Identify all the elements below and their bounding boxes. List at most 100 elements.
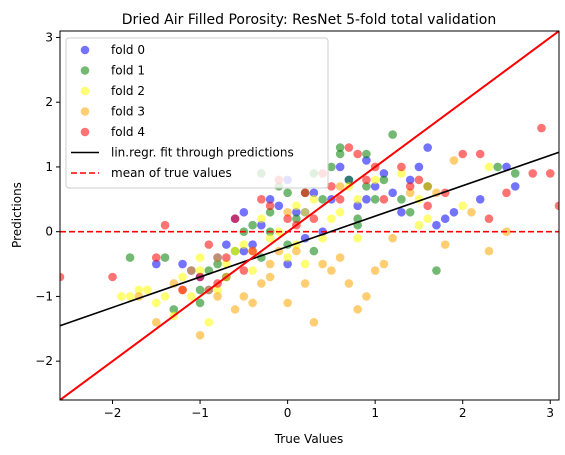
fold-4-point <box>475 149 485 159</box>
fold-3-point <box>257 279 266 288</box>
fold-4-point <box>458 149 468 159</box>
fold-2-point <box>397 169 406 178</box>
fold-1-point <box>432 266 441 275</box>
fold-1-point <box>370 195 380 204</box>
legend-marker-fold-1 <box>80 66 90 75</box>
fold-2-point <box>484 162 494 172</box>
y-axis: −2 −1 0 1 2 3 <box>35 30 60 368</box>
x-tick-label: 3 <box>546 406 554 420</box>
fold-3-point <box>213 292 222 301</box>
fold-3-point <box>283 298 292 308</box>
fold-3-point <box>484 246 494 256</box>
y-tick-label: 1 <box>45 160 53 174</box>
x-tick-label: 2 <box>459 406 467 420</box>
plot-frame <box>59 30 560 401</box>
legend-marker-fold-3 <box>80 107 90 116</box>
fold-4-point <box>108 272 117 282</box>
fold-4-point <box>423 201 432 211</box>
fold-4-point <box>414 175 424 185</box>
fold-4-point <box>528 169 538 178</box>
fold-1-point <box>248 220 257 230</box>
fold-2-point <box>300 207 310 217</box>
fold-2-point <box>116 292 126 301</box>
fold-0-point <box>239 207 249 217</box>
fold-1-point <box>335 149 345 159</box>
chart-title: Dried Air Filled Porosity: ResNet 5-fold… <box>122 12 496 28</box>
fold-2-point <box>151 298 161 308</box>
fold-0-point <box>440 214 450 224</box>
fold-3-point <box>292 246 301 256</box>
fold-0-point <box>432 220 441 230</box>
fold-4-point <box>554 201 559 211</box>
fold-3-point <box>449 156 459 165</box>
x-tick-label: −2 <box>104 406 122 420</box>
fold-4-point <box>537 123 546 133</box>
fold-4-point <box>204 240 214 249</box>
fold-4-point <box>353 149 362 159</box>
fold-3-point <box>248 298 257 308</box>
fold-1-point <box>362 149 371 159</box>
fold-3-point <box>335 182 345 191</box>
fold-3-point <box>300 279 310 288</box>
fold-3-point <box>405 188 415 198</box>
fold-4-point <box>327 182 336 191</box>
fold-1-point <box>379 175 389 185</box>
fold-3-point <box>187 266 196 275</box>
fold-2-point <box>353 233 362 243</box>
legend-label-fold-0: fold 0 <box>111 43 145 57</box>
fold-2-point <box>335 207 345 217</box>
fold-0-point <box>283 259 292 269</box>
legend-label-fold-2: fold 2 <box>111 84 145 98</box>
fold-3-point <box>353 305 362 314</box>
legend-label-fold-3: fold 3 <box>111 105 145 119</box>
fold-0-point <box>388 188 397 198</box>
fold-3-point <box>283 207 292 217</box>
y-tick-label: 0 <box>45 225 53 239</box>
fold-0-point <box>362 195 371 204</box>
fold-2-point <box>318 233 327 243</box>
legend: fold 0 fold 1 fold 2 fold 3 fold 4 lin.regr. … <box>65 37 329 189</box>
fold-2-point <box>230 246 240 256</box>
x-tick-label: 1 <box>371 406 379 420</box>
fold-3-point <box>318 259 327 269</box>
fold-0-point <box>510 182 520 191</box>
fold-3-point <box>265 259 275 269</box>
fold-4-point <box>484 214 494 224</box>
legend-marker-fold-0 <box>80 45 90 55</box>
x-tick-label: −1 <box>191 406 209 420</box>
fold-4-point <box>309 214 319 224</box>
fold-4-point <box>379 195 389 204</box>
y-tick-label: 3 <box>45 30 53 44</box>
fold-4-point <box>502 188 511 198</box>
fold-3-point <box>423 182 432 191</box>
fold-3-point <box>213 253 222 262</box>
legend-label-mean: mean of true values <box>111 166 232 180</box>
fold-4-point <box>335 195 345 204</box>
fold-2-point <box>257 214 266 224</box>
fold-2-point <box>353 195 362 204</box>
x-tick-label: 0 <box>284 406 292 420</box>
fold-1-point <box>405 207 415 217</box>
fold-2-point <box>187 292 196 301</box>
fold-2-point <box>195 266 205 275</box>
fold-0-point <box>178 259 187 269</box>
fold-1-point <box>493 162 503 172</box>
fold-3-point <box>195 330 205 340</box>
fold-1-point <box>265 207 275 217</box>
fold-2-point <box>327 214 336 224</box>
fold-1-point <box>160 253 170 262</box>
fold-0-point <box>370 182 380 191</box>
legend-marker-fold-2 <box>80 86 90 96</box>
legend-label-fit: lin.regr. fit through predictions <box>111 146 294 160</box>
legend-label-fold-4: fold 4 <box>111 125 145 139</box>
fold-2-point <box>134 285 144 295</box>
fold-0-point <box>265 195 275 204</box>
fold-3-point <box>239 292 249 301</box>
fold-3-point <box>230 305 240 314</box>
fold-4-point <box>178 285 187 295</box>
fold-2-point <box>309 195 319 204</box>
fold-0-point <box>257 220 266 230</box>
fold-1-point <box>125 253 135 262</box>
fold-1-point <box>344 175 354 185</box>
